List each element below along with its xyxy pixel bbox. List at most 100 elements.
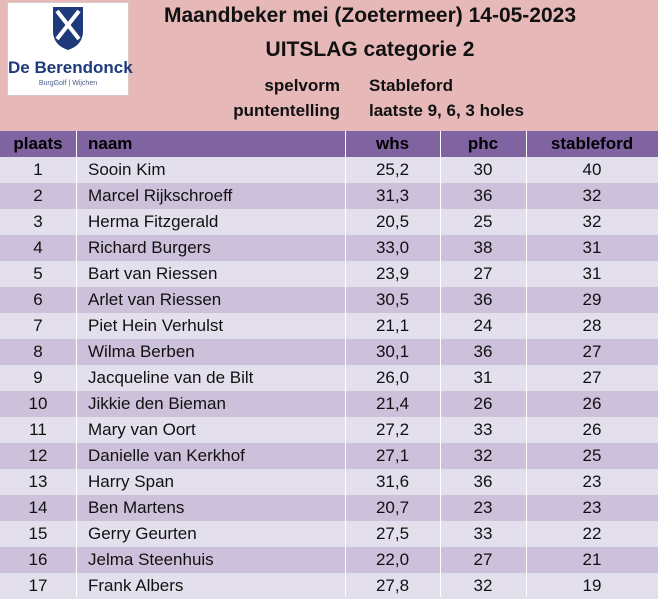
meta-value-puntentelling: laatste 9, 6, 3 holes	[369, 101, 524, 120]
cell-phc: 30	[473, 160, 493, 179]
table-row: 8 Wilma Berben 30,1 36 27	[0, 339, 658, 365]
cell-phc: 36	[473, 186, 493, 205]
cell-plaats: 8	[33, 342, 43, 361]
page-subtitle: UITSLAG categorie 2	[265, 38, 475, 61]
cell-naam: Gerry Geurten	[88, 524, 197, 543]
column-header-naam: naam	[88, 134, 133, 153]
table-row: 4 Richard Burgers 33,0 38 31	[0, 235, 658, 261]
table-row: 2 Marcel Rijkschroeff 31,3 36 32	[0, 183, 658, 209]
cell-plaats: 4	[33, 238, 43, 257]
cell-naam: Frank Albers	[88, 576, 184, 595]
cell-whs: 30,5	[375, 290, 410, 309]
cell-stableford: 21	[582, 550, 602, 569]
cell-whs: 25,2	[375, 160, 410, 179]
cell-phc: 33	[473, 524, 493, 543]
column-header-whs: whs	[375, 134, 410, 153]
cell-stableford: 22	[582, 524, 602, 543]
table-row: 11 Mary van Oort 27,2 33 26	[0, 417, 658, 443]
table-row: 15 Gerry Geurten 27,5 33 22	[0, 521, 658, 547]
cell-stableford: 40	[582, 160, 602, 179]
cell-naam: Danielle van Kerkhof	[88, 446, 245, 465]
cell-phc: 32	[473, 576, 493, 595]
cell-whs: 26,0	[375, 368, 410, 387]
cell-plaats: 5	[33, 264, 43, 283]
table-row: 13 Harry Span 31,6 36 23	[0, 469, 658, 495]
cell-plaats: 2	[33, 186, 43, 205]
table-row: 7 Piet Hein Verhulst 21,1 24 28	[0, 313, 658, 339]
cell-stableford: 25	[582, 446, 602, 465]
table-row: 17 Frank Albers 27,8 32 19	[0, 573, 658, 599]
column-divider	[526, 131, 527, 597]
cell-plaats: 10	[28, 394, 48, 413]
cell-stableford: 28	[582, 316, 602, 335]
cell-naam: Jikkie den Bieman	[88, 394, 226, 413]
cell-plaats: 9	[33, 368, 43, 387]
cell-naam: Harry Span	[88, 472, 174, 491]
cell-whs: 20,7	[375, 498, 410, 517]
cell-plaats: 14	[28, 498, 48, 517]
club-logo: De Berendonck BurgGolf | Wijchen	[7, 2, 133, 96]
cell-naam: Bart van Riessen	[88, 264, 218, 283]
cell-whs: 21,4	[375, 394, 410, 413]
cell-whs: 31,6	[375, 472, 410, 491]
cell-whs: 27,8	[375, 576, 410, 595]
cell-phc: 38	[473, 238, 493, 257]
cell-phc: 36	[473, 472, 493, 491]
column-header-phc: phc	[467, 134, 499, 153]
cell-naam: Richard Burgers	[88, 238, 211, 257]
cell-stableford: 19	[582, 576, 602, 595]
table-row: 6 Arlet van Riessen 30,5 36 29	[0, 287, 658, 313]
cell-stableford: 26	[582, 420, 602, 439]
cell-whs: 22,0	[375, 550, 410, 569]
cell-naam: Mary van Oort	[88, 420, 196, 439]
table-row: 16 Jelma Steenhuis 22,0 27 21	[0, 547, 658, 573]
cell-stableford: 31	[582, 264, 602, 283]
table-row: 14 Ben Martens 20,7 23 23	[0, 495, 658, 521]
meta-label-spelvorm: spelvorm	[264, 76, 340, 95]
cell-naam: Piet Hein Verhulst	[88, 316, 224, 335]
cell-plaats: 7	[33, 316, 43, 335]
cell-phc: 32	[473, 446, 493, 465]
cell-plaats: 15	[28, 524, 48, 543]
cell-plaats: 3	[33, 212, 43, 231]
cell-whs: 21,1	[375, 316, 410, 335]
cell-stableford: 27	[582, 342, 602, 361]
cell-naam: Ben Martens	[88, 498, 185, 517]
table-row: 9 Jacqueline van de Bilt 26,0 31 27	[0, 365, 658, 391]
cell-whs: 23,9	[375, 264, 410, 283]
cell-plaats: 17	[28, 576, 48, 595]
cell-whs: 27,1	[375, 446, 410, 465]
cell-whs: 33,0	[375, 238, 410, 257]
cell-stableford: 27	[582, 368, 602, 387]
cell-naam: Arlet van Riessen	[88, 290, 222, 309]
cell-naam: Wilma Berben	[88, 342, 195, 361]
cell-naam: Marcel Rijkschroeff	[88, 186, 233, 205]
cell-phc: 27	[473, 550, 493, 569]
cell-stableford: 29	[582, 290, 602, 309]
cell-stableford: 23	[582, 498, 602, 517]
cell-phc: 36	[473, 290, 493, 309]
logo-subtitle: BurgGolf | Wijchen	[38, 80, 98, 87]
cell-whs: 27,2	[375, 420, 410, 439]
cell-plaats: 13	[28, 472, 48, 491]
cell-stableford: 23	[582, 472, 602, 491]
cell-stableford: 31	[582, 238, 602, 257]
cell-whs: 31,3	[375, 186, 410, 205]
table-row: 1 Sooin Kim 25,2 30 40	[0, 157, 658, 183]
meta-label-puntentelling: puntentelling	[233, 101, 340, 120]
cell-naam: Jelma Steenhuis	[88, 550, 214, 569]
shield-icon	[53, 7, 83, 50]
cell-phc: 36	[473, 342, 493, 361]
cell-phc: 31	[473, 368, 493, 387]
cell-plaats: 16	[28, 550, 48, 569]
table-row: 3 Herma Fitzgerald 20,5 25 32	[0, 209, 658, 235]
cell-stableford: 26	[582, 394, 602, 413]
header-banner: De Berendonck BurgGolf | Wijchen Maandbe…	[0, 0, 658, 131]
column-header-plaats: plaats	[13, 134, 63, 153]
cell-phc: 26	[473, 394, 493, 413]
table-row: 5 Bart van Riessen 23,9 27 31	[0, 261, 658, 287]
meta-value-spelvorm: Stableford	[369, 76, 454, 95]
page-title: Maandbeker mei (Zoetermeer) 14-05-2023	[163, 4, 577, 27]
cell-stableford: 32	[582, 212, 602, 231]
cell-stableford: 32	[582, 186, 602, 205]
